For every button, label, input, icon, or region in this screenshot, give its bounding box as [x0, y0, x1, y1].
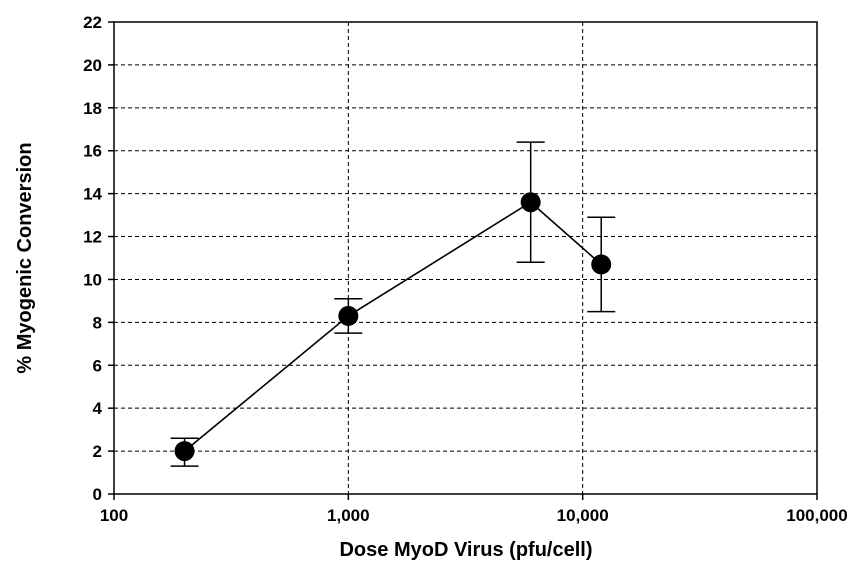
x-axis-title: Dose MyoD Virus (pfu/cell): [339, 539, 592, 561]
y-tick-label: 14: [83, 185, 102, 204]
x-tick-label: 10,000: [557, 506, 609, 525]
y-tick-label: 10: [83, 270, 102, 289]
y-tick-label: 12: [83, 228, 102, 247]
y-tick-label: 6: [93, 356, 102, 375]
y-tick-label: 2: [93, 442, 102, 461]
x-tick-label: 1,000: [327, 506, 370, 525]
data-point: [174, 441, 195, 462]
data-point: [338, 305, 359, 326]
y-tick-label: 18: [83, 99, 102, 118]
x-tick-label: 100,000: [786, 506, 847, 525]
y-tick-label: 20: [83, 56, 102, 75]
y-tick-label: 22: [83, 13, 102, 32]
data-series: [170, 141, 616, 467]
series-line: [184, 201, 602, 452]
y-axis-title: % Myogenic Conversion: [14, 142, 36, 373]
data-point: [520, 192, 541, 213]
y-tick-label: 16: [83, 142, 102, 161]
data-point: [591, 254, 612, 275]
y-tick-label: 4: [93, 399, 103, 418]
y-tick-label: 8: [93, 313, 102, 332]
y-tick-label: 0: [93, 485, 102, 504]
axis-ticks: 0 2 4 6 8 10 12 14 16 18 20 22 100 1,000 10,000 100,000: [83, 13, 848, 525]
grid: [114, 22, 817, 494]
x-tick-label: 100: [100, 506, 128, 525]
plot-area: [113, 21, 818, 495]
